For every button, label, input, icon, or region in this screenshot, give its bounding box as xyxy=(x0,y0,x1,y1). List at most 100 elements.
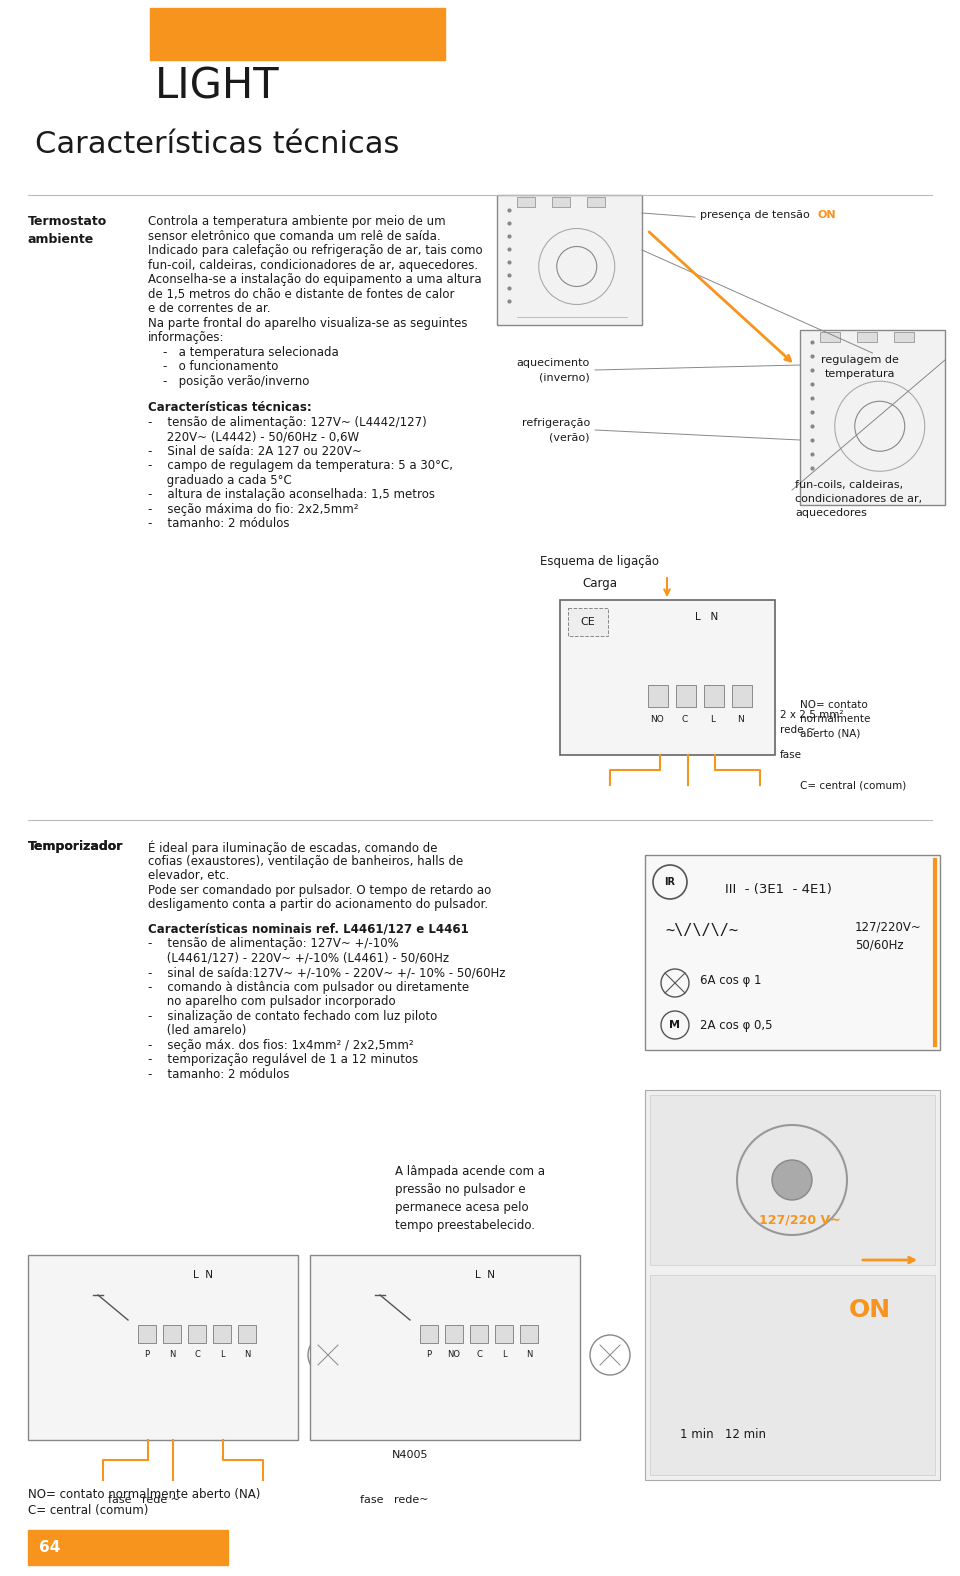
Bar xyxy=(188,1325,206,1343)
Bar xyxy=(568,608,608,637)
Text: M: M xyxy=(669,1020,681,1031)
Text: Características técnicas: Características técnicas xyxy=(35,129,399,159)
Text: Temporizador: Temporizador xyxy=(28,840,124,853)
Text: -    comando à distância com pulsador ou diretamente: - comando à distância com pulsador ou di… xyxy=(148,980,469,993)
Text: 1 min   12 min: 1 min 12 min xyxy=(680,1428,766,1442)
Text: informações:: informações: xyxy=(148,331,225,344)
Text: -    campo de regulagem da temperatura: 5 a 30°C,: - campo de regulagem da temperatura: 5 a… xyxy=(148,459,453,471)
Text: -    seção máxima do fio: 2x2,5mm²: - seção máxima do fio: 2x2,5mm² xyxy=(148,503,358,515)
Text: elevador, etc.: elevador, etc. xyxy=(148,868,229,883)
Text: III  - (3E1  - 4E1): III - (3E1 - 4E1) xyxy=(725,883,832,895)
Text: fase: fase xyxy=(780,750,802,760)
Text: L: L xyxy=(710,716,715,723)
Bar xyxy=(238,1325,256,1343)
Bar xyxy=(560,600,775,755)
Bar xyxy=(138,1325,156,1343)
Bar xyxy=(28,1530,228,1565)
Text: C: C xyxy=(194,1351,200,1359)
Bar xyxy=(676,686,696,708)
Text: É ideal para iluminação de escadas, comando de: É ideal para iluminação de escadas, coma… xyxy=(148,840,438,854)
Text: -    sinal de saída:127V~ +/-10% - 220V~ +/- 10% - 50/60Hz: - sinal de saída:127V~ +/-10% - 220V~ +/… xyxy=(148,966,506,979)
Bar xyxy=(820,333,840,342)
Text: rede ~: rede ~ xyxy=(780,725,815,734)
Text: ON: ON xyxy=(818,210,836,221)
Text: (L4461/127) - 220V~ +/-10% (L4461) - 50/60Hz: (L4461/127) - 220V~ +/-10% (L4461) - 50/… xyxy=(148,952,449,965)
Text: Pode ser comandado por pulsador. O tempo de retardo ao: Pode ser comandado por pulsador. O tempo… xyxy=(148,884,492,897)
Text: 2 x 2,5 mm²: 2 x 2,5 mm² xyxy=(780,711,844,720)
Text: C= central (comum): C= central (comum) xyxy=(800,780,906,790)
Bar xyxy=(28,1254,298,1440)
Text: IR: IR xyxy=(664,876,676,887)
Bar xyxy=(420,1325,438,1343)
Bar xyxy=(587,197,605,206)
Text: 220V~ (L4442) - 50/60Hz - 0,6W: 220V~ (L4442) - 50/60Hz - 0,6W xyxy=(148,430,359,443)
Text: 64: 64 xyxy=(39,1540,60,1556)
Text: -    tensão de alimentação: 127V~ (L4442/127): - tensão de alimentação: 127V~ (L4442/12… xyxy=(148,416,427,429)
Text: sensor eletrônico que comanda um relê de saída.: sensor eletrônico que comanda um relê de… xyxy=(148,230,441,243)
Bar xyxy=(645,856,940,1050)
Text: desligamento conta a partir do acionamento do pulsador.: desligamento conta a partir do acionamen… xyxy=(148,898,488,911)
Text: -    sinalização de contato fechado com luz piloto: - sinalização de contato fechado com luz… xyxy=(148,1010,437,1023)
Text: -   o funcionamento: - o funcionamento xyxy=(148,359,278,374)
Text: -    Sinal de saída: 2A 127 ou 220V~: - Sinal de saída: 2A 127 ou 220V~ xyxy=(148,444,362,457)
Bar xyxy=(495,1325,513,1343)
Text: e de correntes de ar.: e de correntes de ar. xyxy=(148,303,271,315)
Bar xyxy=(894,333,914,342)
Bar xyxy=(732,686,752,708)
Text: no aparelho com pulsador incorporado: no aparelho com pulsador incorporado xyxy=(148,994,396,1009)
Circle shape xyxy=(772,1160,812,1199)
Text: Controla a temperatura ambiente por meio de um: Controla a temperatura ambiente por meio… xyxy=(148,214,445,229)
Text: -    tamanho: 2 módulos: - tamanho: 2 módulos xyxy=(148,1067,290,1081)
Text: L   N: L N xyxy=(695,611,718,623)
Text: aquecimento
(inverno): aquecimento (inverno) xyxy=(516,358,590,381)
Bar xyxy=(552,197,570,206)
Text: ON: ON xyxy=(849,1299,891,1322)
Text: presença de tensão: presença de tensão xyxy=(700,210,813,221)
Text: de 1,5 metros do chão e distante de fontes de calor: de 1,5 metros do chão e distante de font… xyxy=(148,287,454,301)
Bar xyxy=(650,1275,935,1475)
Text: Termostato
ambiente: Termostato ambiente xyxy=(28,214,108,246)
Bar xyxy=(445,1325,463,1343)
Text: -    tensão de alimentação: 127V~ +/-10%: - tensão de alimentação: 127V~ +/-10% xyxy=(148,938,398,950)
Bar xyxy=(800,329,945,504)
Bar xyxy=(517,197,535,206)
Text: NO: NO xyxy=(650,716,664,723)
Text: -    seção máx. dos fios: 1x4mm² / 2x2,5mm²: - seção máx. dos fios: 1x4mm² / 2x2,5mm² xyxy=(148,1039,414,1051)
Text: A lâmpada acende com a
pressão no pulsador e
permanece acesa pelo
tempo preestab: A lâmpada acende com a pressão no pulsad… xyxy=(395,1165,545,1232)
Bar xyxy=(497,195,642,325)
Text: C= central (comum): C= central (comum) xyxy=(28,1504,149,1518)
Text: L: L xyxy=(502,1351,506,1359)
Text: 127/220V~
50/60Hz: 127/220V~ 50/60Hz xyxy=(855,920,922,950)
Bar xyxy=(857,333,877,342)
Text: fun-coil, caldeiras, condicionadores de ar, aquecedores.: fun-coil, caldeiras, condicionadores de … xyxy=(148,258,478,271)
Text: -   posição verão/inverno: - posição verão/inverno xyxy=(148,375,309,388)
Bar xyxy=(704,686,724,708)
Text: 2A cos φ 0,5: 2A cos φ 0,5 xyxy=(700,1018,773,1032)
Bar xyxy=(213,1325,231,1343)
Text: Aconselha-se a instalação do equipamento a uma altura: Aconselha-se a instalação do equipamento… xyxy=(148,273,482,285)
Text: Temporizador: Temporizador xyxy=(28,840,124,853)
Text: fase   rede~: fase rede~ xyxy=(360,1496,428,1505)
Text: -   a temperatura selecionada: - a temperatura selecionada xyxy=(148,345,339,358)
Text: CE: CE xyxy=(581,616,595,627)
Text: N: N xyxy=(169,1351,175,1359)
Text: graduado a cada 5°C: graduado a cada 5°C xyxy=(148,473,292,487)
Text: C: C xyxy=(682,716,688,723)
Text: fase   rede ~: fase rede ~ xyxy=(108,1496,180,1505)
Text: fun-coils, caldeiras,
condicionadores de ar,
aquecedores: fun-coils, caldeiras, condicionadores de… xyxy=(795,481,923,519)
Text: Carga: Carga xyxy=(583,577,617,589)
Text: Características técnicas:: Características técnicas: xyxy=(148,400,312,414)
Bar xyxy=(470,1325,488,1343)
Text: NO= contato normalmente aberto (NA): NO= contato normalmente aberto (NA) xyxy=(28,1488,260,1500)
Text: refrigeração
(verão): refrigeração (verão) xyxy=(521,418,590,441)
Text: P: P xyxy=(426,1351,432,1359)
Text: (led amarelo): (led amarelo) xyxy=(148,1024,247,1037)
Text: NO= contato
normalmente
aberto (NA): NO= contato normalmente aberto (NA) xyxy=(800,700,871,738)
Text: N4005: N4005 xyxy=(392,1450,428,1459)
Text: cofias (exaustores), ventilação de banheiros, halls de: cofias (exaustores), ventilação de banhe… xyxy=(148,854,464,867)
Text: -    temporização regulável de 1 a 12 minutos: - temporização regulável de 1 a 12 minut… xyxy=(148,1053,419,1065)
Bar xyxy=(645,1091,940,1480)
Text: Indicado para calefação ou refrigeração de ar, tais como: Indicado para calefação ou refrigeração … xyxy=(148,244,483,257)
Text: ~\/\/\/~: ~\/\/\/~ xyxy=(665,922,738,938)
Bar xyxy=(150,8,445,60)
